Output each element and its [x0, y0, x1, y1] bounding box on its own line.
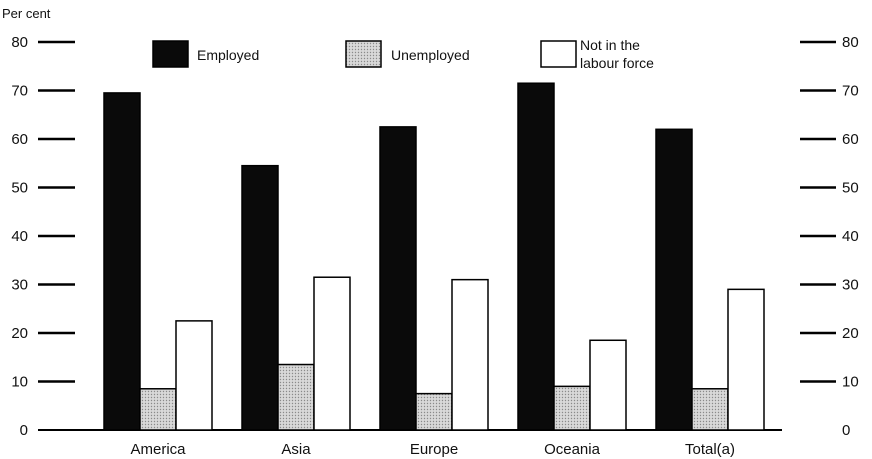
- bar-total-a--series-1: [655, 128, 693, 431]
- right-tick-label: 60: [842, 131, 859, 148]
- category-label: America: [130, 441, 186, 458]
- category-label: Asia: [281, 441, 311, 458]
- left-tick-label: 40: [11, 228, 28, 245]
- left-tick-label: 30: [11, 277, 28, 294]
- right-tick-label: 0: [842, 422, 850, 439]
- right-tick-label: 20: [842, 325, 859, 342]
- left-tick-label: 10: [11, 374, 28, 391]
- legend-label-line: labour force: [580, 55, 654, 71]
- y-axis-unit-label: Per cent: [2, 6, 51, 21]
- bar-europe-series-1: [379, 126, 417, 431]
- right-tick-label: 80: [842, 34, 859, 51]
- bar-asia-series-3: [313, 276, 351, 431]
- category-labels: America Asia Europe Oceania Total(a): [130, 441, 735, 458]
- right-tick-label: 10: [842, 374, 859, 391]
- bars: [103, 82, 765, 431]
- bar-europe-series-3: [451, 278, 489, 431]
- left-tick-label: 0: [20, 422, 28, 439]
- left-tick-label: 70: [11, 83, 28, 100]
- bar-america-series-3: [175, 320, 213, 431]
- bar-europe-series-2: [415, 392, 453, 431]
- left-tick-label: 20: [11, 325, 28, 342]
- legend-label: Unemployed: [391, 47, 470, 63]
- bar-oceania-series-2: [553, 385, 591, 431]
- bar-oceania-series-1: [517, 82, 555, 431]
- left-tick-label: 60: [11, 131, 28, 148]
- right-tick-label: 40: [842, 228, 859, 245]
- right-tick-label: 30: [842, 277, 859, 294]
- legend-swatch: [540, 40, 577, 68]
- category-label: Total(a): [685, 441, 735, 458]
- bar-total-a--series-2: [691, 388, 729, 431]
- bar-america-series-1: [103, 92, 141, 431]
- legend: Employed Unemployed Not in the labour force: [152, 37, 654, 71]
- right-tick-label: 50: [842, 180, 859, 197]
- bar-oceania-series-3: [589, 339, 627, 431]
- legend-swatch: [345, 40, 382, 68]
- left-tick-label: 50: [11, 180, 28, 197]
- bar-asia-series-2: [277, 363, 315, 431]
- left-axis: 0 10 20 30 40 50 60 70 80: [11, 34, 75, 439]
- category-label: Oceania: [544, 441, 601, 458]
- legend-label-line: Not in the: [580, 37, 640, 53]
- category-label: Europe: [410, 441, 458, 458]
- right-axis: 0 10 20 30 40 50 60 70 80: [800, 34, 859, 439]
- bar-asia-series-1: [241, 164, 279, 431]
- left-tick-label: 80: [11, 34, 28, 51]
- bar-total-a--series-3: [727, 288, 765, 431]
- legend-label: Employed: [197, 47, 259, 63]
- legend-swatch: [152, 40, 189, 68]
- bar-america-series-2: [139, 388, 177, 431]
- right-tick-label: 70: [842, 83, 859, 100]
